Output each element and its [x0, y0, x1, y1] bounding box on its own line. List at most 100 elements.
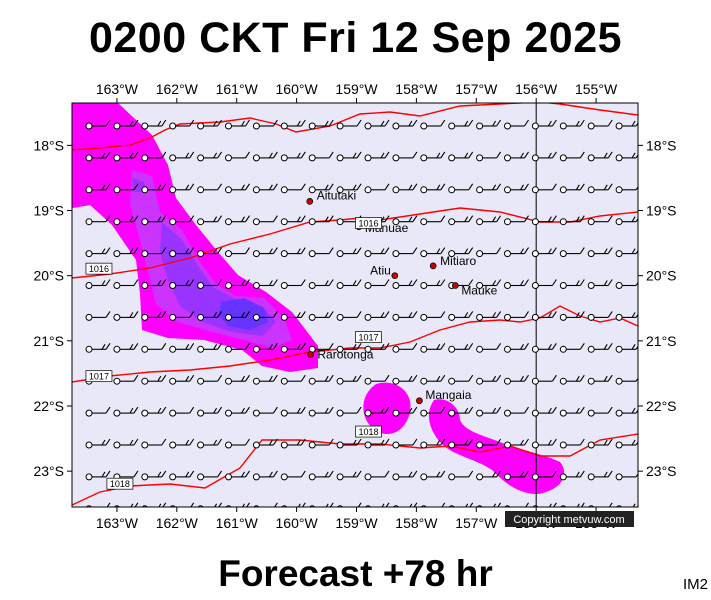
svg-text:1018: 1018: [110, 479, 130, 489]
place-dot-atiu: [391, 272, 399, 280]
wind-barb: [559, 279, 585, 289]
wind-barb: [280, 279, 306, 289]
wind-barb: [364, 279, 390, 289]
place-dot-aitutaki: [306, 198, 314, 205]
wind-barb: [559, 183, 585, 194]
wind-barb: [476, 183, 502, 194]
wind-barb: [392, 470, 418, 481]
isobar-label: 1016: [355, 217, 382, 229]
precip-area-6: [363, 382, 411, 434]
wind-barb: [448, 311, 474, 321]
wind-barb: [504, 406, 529, 417]
wind-barb: [615, 439, 638, 449]
isobar-label: 1018: [106, 477, 134, 490]
wind-barb: [392, 374, 418, 385]
wind-barb: [225, 183, 250, 194]
wind-barb: [252, 311, 278, 321]
svg-text:1017: 1017: [89, 372, 109, 382]
lat-label-left: 22°S: [33, 398, 64, 414]
wind-barb: [113, 342, 139, 353]
wind-barb: [252, 279, 278, 289]
lon-label-bottom: 162°W: [156, 515, 199, 531]
wind-barb: [141, 374, 167, 385]
place-label-rarotonga: Rarotonga: [317, 348, 373, 362]
lon-label-bottom: 161°W: [216, 515, 259, 531]
wind-barb: [336, 438, 362, 449]
wind-barb: [308, 406, 334, 417]
wind-barb: [504, 374, 529, 385]
wind-barb: [308, 215, 334, 226]
wind-barb: [169, 311, 195, 321]
wind-barb: [141, 311, 167, 321]
wind-barb: [225, 279, 250, 289]
wind-barb: [559, 215, 585, 226]
lon-label-top: 163°W: [96, 81, 139, 97]
wind-barb: [141, 215, 167, 226]
wind-barb: [392, 406, 418, 417]
wind-barb: [531, 470, 557, 481]
wind-barb: [559, 470, 585, 481]
wind-barb: [336, 470, 362, 481]
wind-barb: [308, 279, 334, 289]
place-label-mangaia: Mangaia: [425, 388, 471, 402]
wind-barb: [169, 470, 195, 481]
wind-barb: [336, 279, 362, 289]
wind-barb: [197, 215, 223, 226]
wind-barb: [169, 183, 195, 194]
wind-barb: [113, 183, 139, 194]
wind-barb: [85, 406, 111, 417]
lon-label-bottom: 157°W: [455, 515, 498, 531]
wind-barb: [420, 342, 446, 353]
isobar-line-3: [72, 433, 638, 506]
wind-barb: [308, 119, 334, 130]
copyright-badge: Copyright metvuw.com: [505, 511, 634, 527]
wind-barb: [252, 342, 278, 353]
lon-label-bottom: 159°W: [335, 515, 378, 531]
wind-barb: [225, 311, 250, 321]
wind-barb: [252, 438, 278, 449]
wind-barb: [364, 151, 390, 162]
wind-barb: [169, 247, 195, 258]
wind-barb: [392, 183, 418, 194]
lat-label-right: 21°S: [646, 333, 677, 349]
wind-barb: [113, 151, 139, 162]
wind-barb: [85, 279, 111, 289]
wind-barb: [392, 311, 418, 321]
wind-barb: [169, 119, 195, 130]
wind-barb: [531, 183, 557, 194]
wind-barb: [531, 311, 557, 321]
wind-barb: [169, 374, 195, 385]
lon-label-top: 156°W: [515, 81, 558, 97]
wind-barb: [448, 247, 474, 258]
wind-barb: [531, 119, 557, 130]
wind-barb: [476, 342, 502, 353]
wind-barb: [559, 151, 585, 162]
wind-barb: [559, 247, 585, 258]
wind-barb: [615, 312, 638, 321]
wind-barb: [587, 342, 613, 353]
svg-text:1017: 1017: [358, 333, 378, 343]
place-label-mauke: Mauke: [461, 283, 497, 297]
wind-barb: [336, 342, 362, 353]
svg-text:1016: 1016: [358, 219, 378, 229]
wind-barb: [364, 183, 390, 194]
wind-barb: [420, 119, 446, 130]
precipitation-layer: [72, 103, 565, 494]
wind-barb: [280, 247, 306, 258]
wind-barb: [448, 215, 474, 226]
wind-barb: [504, 183, 529, 194]
wind-barb: [197, 470, 223, 481]
wind-barb: [531, 374, 557, 385]
wind-barb: [197, 151, 223, 162]
isobar-label: 1018: [355, 425, 382, 438]
wind-barb: [336, 151, 362, 162]
wind-barb: [504, 215, 529, 226]
wind-barb: [559, 311, 585, 321]
wind-barb: [476, 279, 502, 289]
wind-barb: [280, 438, 306, 449]
wind-barb: [531, 279, 557, 289]
wind-barb: [225, 342, 250, 353]
lat-label-right: 22°S: [646, 398, 677, 414]
wind-barb: [85, 119, 111, 130]
